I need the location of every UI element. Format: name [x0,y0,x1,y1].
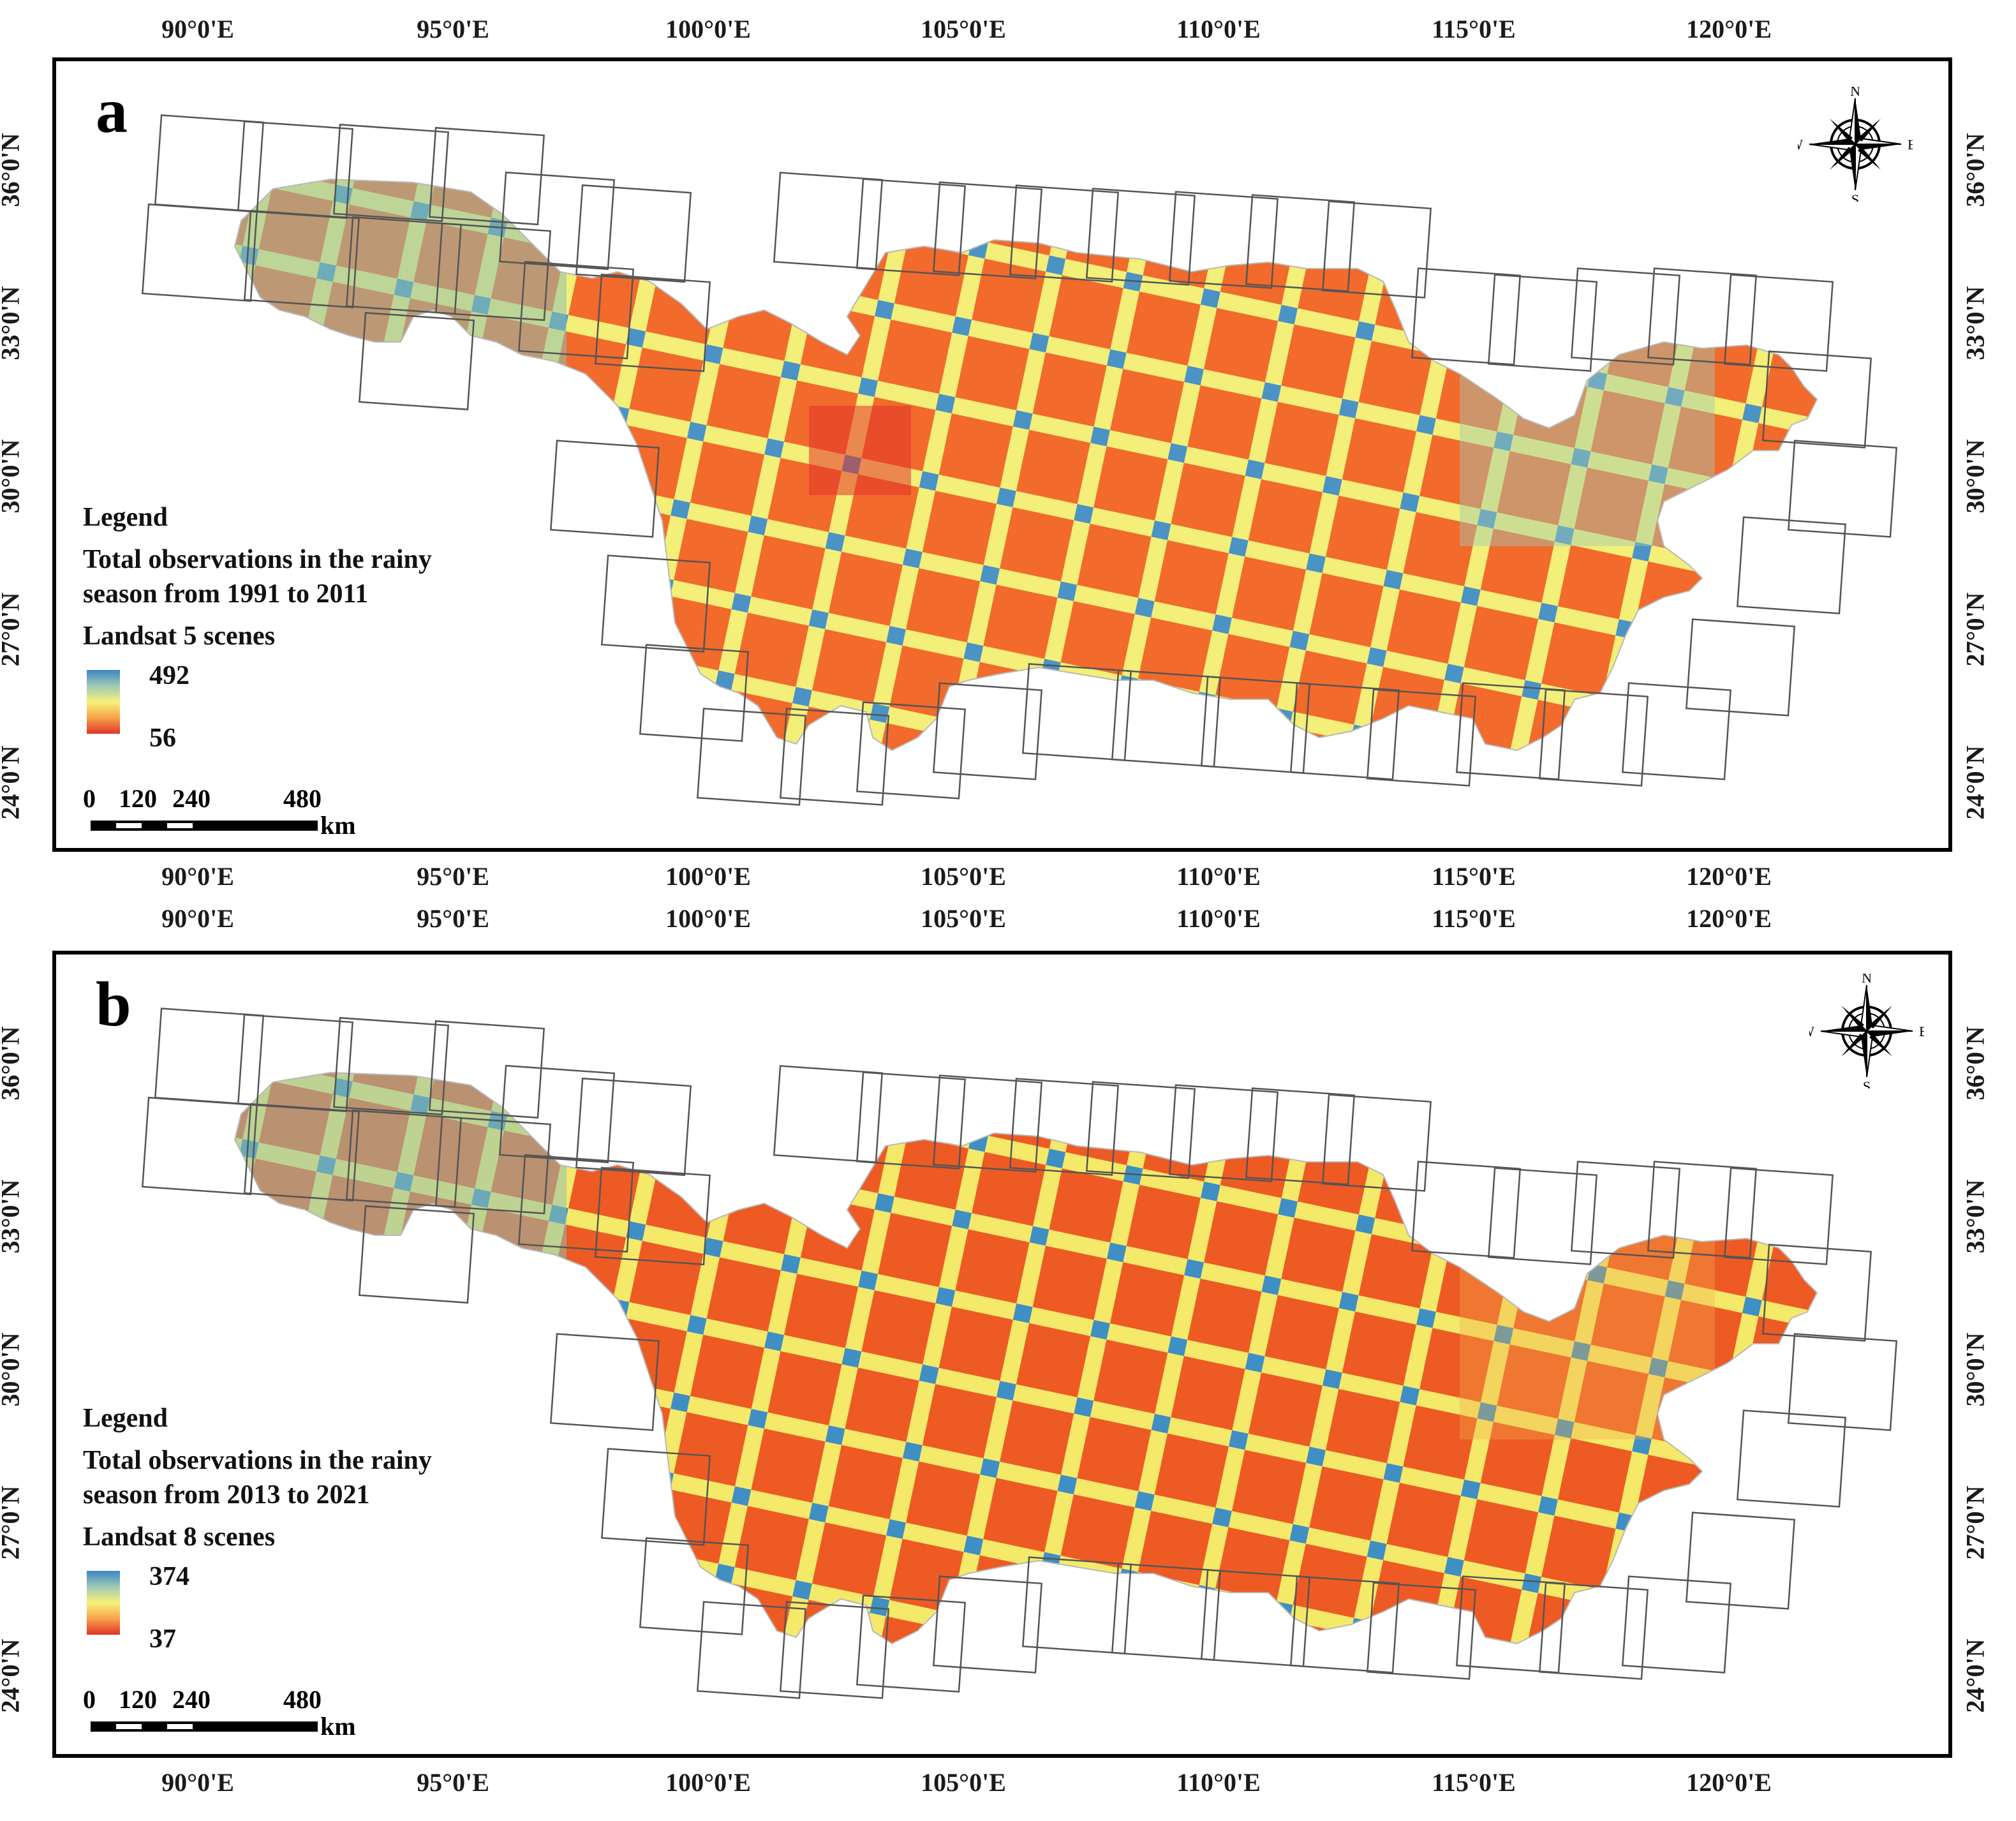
compass-n: N [1862,974,1872,986]
legend-title-line1: Total observations in the rainy [83,545,432,574]
scene-footprints [141,114,1898,806]
lon-label-top: 95°0'E [417,904,489,933]
lon-label-bottom: 110°0'E [1176,862,1261,891]
lon-label-bottom: 90°0'E [161,1768,234,1797]
lon-label-top: 100°0'E [665,15,751,43]
scale-label: 120 [119,1685,157,1714]
legend-min: 37 [149,1624,176,1654]
compass-e: E [1908,137,1913,152]
scale-label: 480 [283,1685,322,1714]
lon-label-top: 110°0'E [1176,15,1261,43]
lat-label-left: 33°0'N [0,286,25,360]
compass-s: S [1851,191,1859,202]
lon-label-bottom: 105°0'E [921,1768,1006,1797]
lon-label-bottom: 120°0'E [1686,862,1772,891]
lon-label-bottom: 115°0'E [1432,862,1516,891]
lon-label-top: 100°0'E [665,904,751,933]
legend-title-line2: season from 1991 to 2011 [83,579,369,609]
legend-title-line2: season from 2013 to 2021 [83,1480,370,1510]
panel-a: 90°0'E 95°0'E 100°0'E 105°0'E 110°0'E 11… [0,0,2016,893]
compass-w: W [1809,1023,1814,1039]
lat-label-left: 24°0'N [0,1639,25,1713]
lon-label-top: 120°0'E [1686,15,1772,43]
lat-label-right: 27°0'N [1960,592,1990,667]
scale-label: 120 [119,784,157,813]
lat-label-left: 30°0'N [0,1332,25,1407]
panel-b: 90°0'E 95°0'E 100°0'E 105°0'E 110°0'E 11… [0,900,2016,1818]
compass-e: E [1919,1023,1924,1039]
north-arrow-icon: N S E W [1801,970,1927,1094]
lon-label-bottom: 115°0'E [1432,1768,1516,1797]
legend: Legend Total observations in the rainy s… [83,500,432,753]
legend-heading: Legend [83,1404,168,1433]
lon-label-bottom: 90°0'E [161,862,234,891]
legend-heading: Legend [83,503,168,532]
compass-n: N [1850,87,1860,99]
lon-label-bottom: 100°0'E [665,1768,751,1797]
panel-label: b [96,969,131,1039]
lon-label-top: 95°0'E [417,15,489,43]
scale-label: 240 [172,784,211,813]
lat-label-left: 33°0'N [0,1179,25,1254]
lat-label-left: 27°0'N [0,592,25,667]
legend-subtitle: Landsat 5 scenes [83,621,276,651]
map-frame: b N S E W Legend Total observations in t… [52,951,1952,1758]
compass-w: W [1798,137,1803,152]
lon-label-top: 115°0'E [1432,15,1516,43]
color-ramp-bar [87,1571,120,1635]
lat-label-left: 36°0'N [0,133,25,207]
scale-label: 480 [283,784,322,813]
lon-label-top: 90°0'E [161,904,234,933]
lon-label-top: 105°0'E [921,904,1006,933]
lat-label-left: 24°0'N [0,745,25,820]
lat-label-right: 36°0'N [1960,1026,1990,1101]
legend: Legend Total observations in the rainy s… [83,1401,432,1654]
observation-map [141,114,1898,806]
scale-label: 0 [83,1685,96,1714]
lon-label-top: 110°0'E [1176,904,1261,933]
legend-subtitle: Landsat 8 scenes [83,1522,276,1552]
color-ramp: 492 56 [83,661,432,753]
lat-label-right: 33°0'N [1960,286,1990,360]
lat-label-right: 30°0'N [1960,439,1990,514]
legend-title-line1: Total observations in the rainy [83,1446,432,1475]
scale-label: 0 [83,784,96,813]
lat-label-left: 36°0'N [0,1026,25,1101]
north-arrow-icon: N S E W [1790,83,1916,207]
lat-label-right: 36°0'N [1960,133,1990,207]
scale-unit: km [320,811,356,840]
scale-label: 240 [172,1685,211,1714]
lat-label-right: 24°0'N [1960,745,1990,820]
observation-map [141,1007,1898,1699]
scene-footprints [141,1007,1898,1699]
color-ramp: 374 37 [83,1562,432,1654]
lat-label-right: 24°0'N [1960,1639,1990,1713]
lat-label-left: 30°0'N [0,439,25,514]
lon-label-top: 115°0'E [1432,904,1516,933]
legend-min: 56 [149,724,176,753]
panel-label: a [96,75,128,146]
lat-label-right: 33°0'N [1960,1179,1990,1254]
lon-label-bottom: 105°0'E [921,862,1006,891]
lon-label-bottom: 120°0'E [1686,1768,1772,1797]
scale-unit: km [320,1712,356,1741]
lat-label-left: 27°0'N [0,1485,25,1560]
lon-label-top: 90°0'E [161,15,234,43]
lon-label-top: 105°0'E [921,15,1006,43]
scale-bar-graphic [91,1721,318,1732]
map-frame: a N S E W Legend Total observations in t… [52,57,1952,852]
lon-label-top: 120°0'E [1686,904,1772,933]
lon-label-bottom: 100°0'E [665,862,751,891]
compass-s: S [1863,1078,1871,1089]
lat-label-right: 30°0'N [1960,1332,1990,1407]
lon-label-bottom: 110°0'E [1176,1768,1261,1797]
lon-label-bottom: 95°0'E [417,1768,489,1797]
legend-max: 492 [149,661,189,690]
legend-max: 374 [149,1562,189,1591]
scale-bar-graphic [91,821,318,831]
lat-label-right: 27°0'N [1960,1485,1990,1560]
color-ramp-bar [87,670,120,734]
lon-label-bottom: 95°0'E [417,862,489,891]
